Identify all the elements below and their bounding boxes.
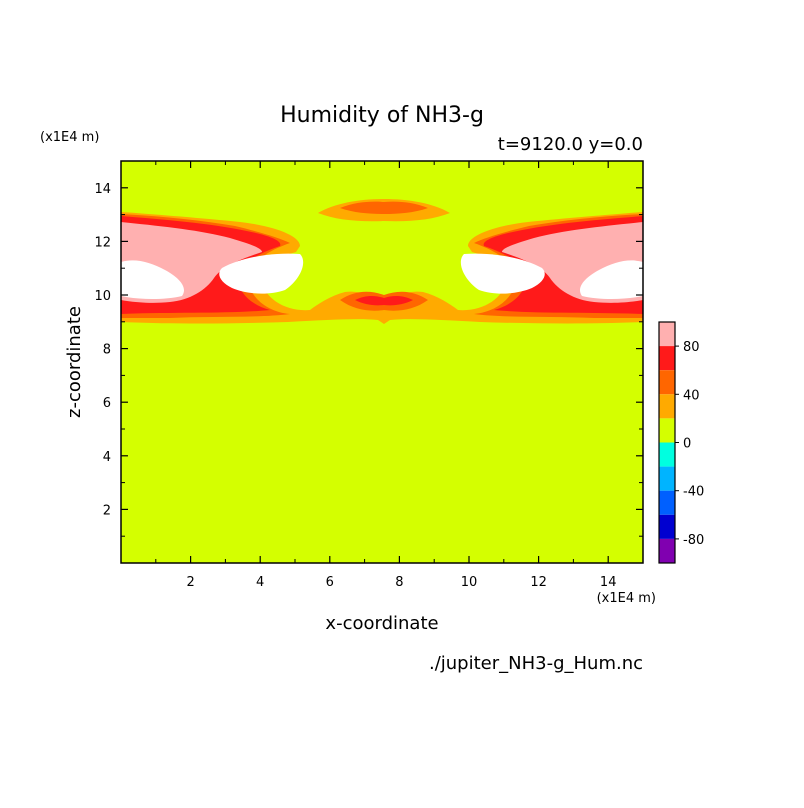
contour-band-60-80-center bbox=[355, 295, 413, 306]
contour-band-saturated-mirror bbox=[460, 253, 643, 299]
colorbar-level bbox=[659, 418, 675, 443]
colorbar-tick-label: 40 bbox=[683, 388, 700, 403]
plot-frame bbox=[120, 160, 644, 564]
y-tick-label: 12 bbox=[94, 235, 111, 250]
x-tick-label: 4 bbox=[256, 575, 264, 590]
y-unit-label: (x1E4 m) bbox=[40, 130, 99, 145]
chart-title: Humidity of NH3-g bbox=[280, 103, 484, 128]
colorbar-level bbox=[659, 370, 675, 395]
x-tick-label: 12 bbox=[530, 575, 547, 590]
contour-band-40-60-top bbox=[340, 201, 428, 214]
colorbar-tick-label: -40 bbox=[683, 485, 704, 500]
colorbar-level bbox=[659, 490, 675, 515]
x-tick-label: 6 bbox=[326, 575, 334, 590]
y-tick-label: 4 bbox=[103, 450, 111, 465]
colorbar-level bbox=[659, 322, 675, 347]
colorbar-tick-label: 0 bbox=[683, 437, 691, 452]
colorbar-tick-label: -80 bbox=[683, 533, 704, 548]
x-tick-label: 14 bbox=[600, 575, 617, 590]
colorbar-level bbox=[659, 394, 675, 419]
x-tick-label: 10 bbox=[461, 575, 478, 590]
colorbar-level bbox=[659, 346, 675, 371]
x-axis-label: x-coordinate bbox=[325, 613, 438, 634]
contour-band-saturated bbox=[121, 253, 304, 299]
colorbar-level bbox=[659, 538, 675, 563]
y-tick-label: 10 bbox=[94, 289, 111, 304]
colorbar: 80 40 0 -40 -80 bbox=[658, 321, 704, 564]
x-unit-label: (x1E4 m) bbox=[597, 591, 656, 606]
y-axis: 2 4 6 8 10 12 14 bbox=[94, 182, 643, 537]
x-tick-label: 8 bbox=[395, 575, 403, 590]
y-tick-label: 8 bbox=[103, 343, 111, 358]
colorbar-level bbox=[659, 442, 675, 467]
y-axis-label: z-coordinate bbox=[64, 306, 85, 418]
chart-subtitle: t=9120.0 y=0.0 bbox=[498, 134, 643, 155]
x-axis: 2 4 6 8 10 12 14 bbox=[155, 161, 617, 590]
y-tick-label: 6 bbox=[103, 396, 111, 411]
y-tick-label: 14 bbox=[94, 182, 111, 197]
contour-fields bbox=[121, 199, 643, 324]
colorbar-level bbox=[659, 466, 675, 491]
colorbar-tick-label: 80 bbox=[683, 340, 700, 355]
x-tick-label: 2 bbox=[186, 575, 194, 590]
colorbar-level bbox=[659, 514, 675, 539]
y-tick-label: 2 bbox=[103, 503, 111, 518]
source-filename: ./jupiter_NH3-g_Hum.nc bbox=[429, 653, 643, 674]
